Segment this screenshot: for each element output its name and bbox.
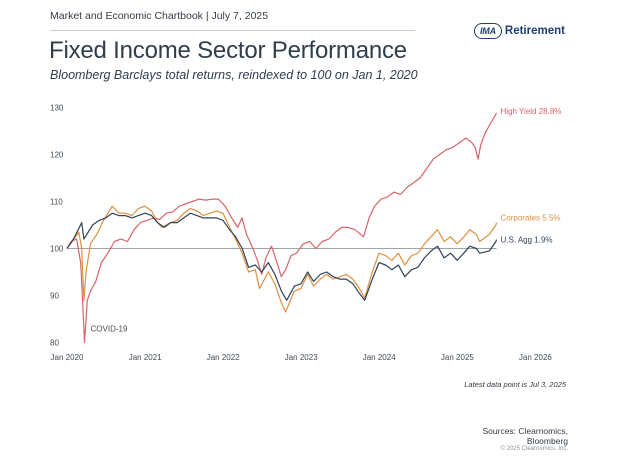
ima-retirement-logo: IMA Retirement xyxy=(474,22,565,40)
sources-line-2: Bloomberg xyxy=(526,436,568,446)
chart-title: Fixed Income Sector Performance xyxy=(49,37,407,64)
logo-badge: IMA xyxy=(474,23,502,39)
x-tick-label: Jan 2026 xyxy=(519,353,552,362)
header-rule xyxy=(50,30,415,31)
x-tick-label: Jan 2021 xyxy=(129,353,162,362)
x-tick-label: Jan 2024 xyxy=(363,353,396,362)
series-layer xyxy=(66,112,498,344)
copyright: © 2025 Clearnomics, Inc. xyxy=(500,446,568,452)
y-tick-label: 90 xyxy=(50,292,59,301)
corporates-line xyxy=(66,205,498,313)
logo-wordmark: Retirement xyxy=(504,25,565,37)
us-agg-label: U.S. Agg 1.9% xyxy=(500,236,552,245)
sources: Sources: Clearnomics, Bloomberg xyxy=(482,426,568,446)
y-tick-label: 100 xyxy=(50,245,64,254)
y-axis: 80 90 100 110 120 130 xyxy=(50,103,64,347)
chart-subtitle: Bloomberg Barclays total returns, reinde… xyxy=(50,68,418,82)
corporates-label: Corporates 5.5% xyxy=(500,214,560,223)
y-tick-label: 120 xyxy=(50,150,64,159)
high-yield-label: High Yield 28.8% xyxy=(500,107,561,116)
chartbook-header: Market and Economic Chartbook | July 7, … xyxy=(50,10,269,22)
us-agg-line xyxy=(66,212,498,301)
x-tick-label: Jan 2023 xyxy=(285,353,318,362)
latest-data-note: Latest data point is Jul 3, 2025 xyxy=(464,380,566,389)
high-yield-line xyxy=(66,112,498,344)
x-tick-label: Jan 2022 xyxy=(207,353,240,362)
x-axis: Jan 2020 Jan 2021 Jan 2022 Jan 2023 Jan 2024… xyxy=(51,353,553,362)
y-tick-label: 80 xyxy=(50,339,59,348)
series-labels: High Yield 28.8% Corporates 5.5% U.S. Agg … xyxy=(500,107,561,245)
x-tick-label: Jan 2025 xyxy=(441,353,474,362)
x-tick-label: Jan 2020 xyxy=(51,353,84,362)
covid-annotation: COVID-19 xyxy=(91,324,128,333)
y-tick-label: 130 xyxy=(50,103,64,112)
y-tick-label: 110 xyxy=(50,197,63,206)
sources-line-1: Sources: Clearnomics, xyxy=(482,426,568,436)
